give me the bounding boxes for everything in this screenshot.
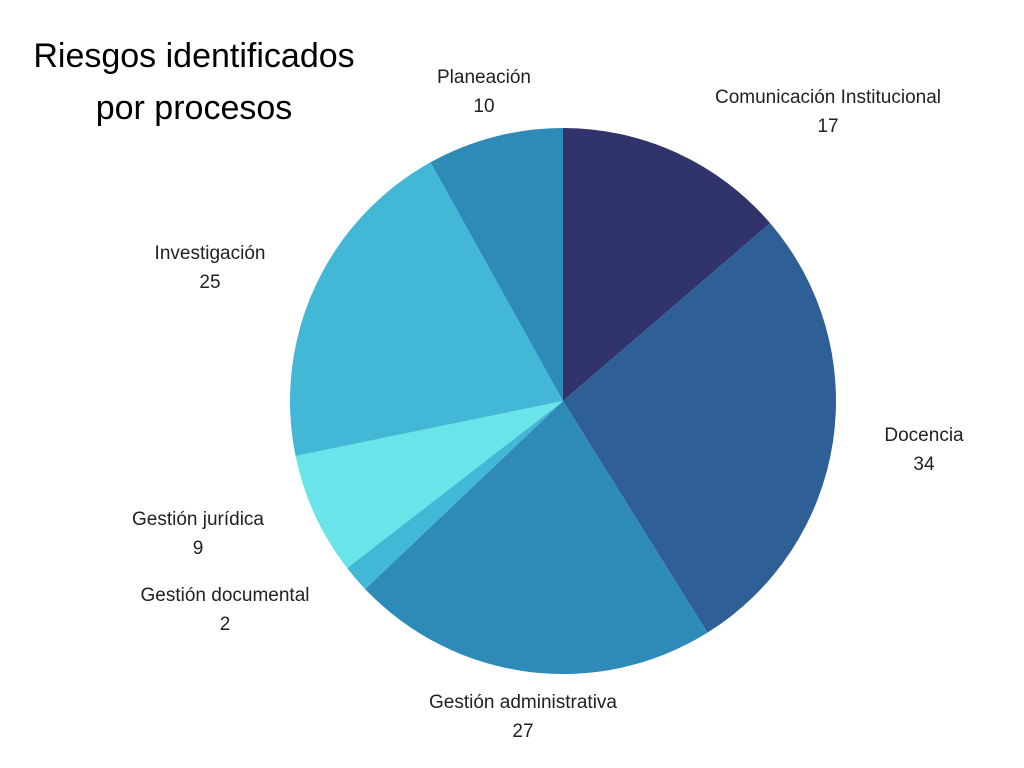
- slice-label: Docencia: [884, 425, 964, 446]
- slice-value: 25: [199, 272, 220, 293]
- chart-title: Riesgos identificados por procesos: [33, 37, 355, 127]
- slice-value: 27: [512, 721, 533, 742]
- pie-slice: [347, 401, 563, 590]
- slice-value: 17: [817, 116, 838, 137]
- slice-label: Gestión administrativa: [429, 692, 617, 713]
- slice-label: Gestión documental: [141, 585, 310, 606]
- slice-value: 2: [220, 614, 231, 635]
- pie-slice: [289, 162, 563, 456]
- pie-slice: [563, 128, 771, 401]
- slice-value: 34: [913, 454, 935, 475]
- pie-slice: [295, 401, 563, 569]
- slice-value: 10: [473, 96, 494, 117]
- slice-value: 9: [193, 538, 204, 559]
- slice-label: Investigación: [155, 243, 266, 264]
- slice-label: Comunicación Institucional: [715, 87, 941, 108]
- slice-label: Planeación: [437, 67, 531, 88]
- pie-slice: [563, 223, 836, 633]
- pie-slice: [365, 401, 708, 674]
- pie-slice: [430, 128, 563, 401]
- slice-label: Gestión jurídica: [132, 509, 264, 530]
